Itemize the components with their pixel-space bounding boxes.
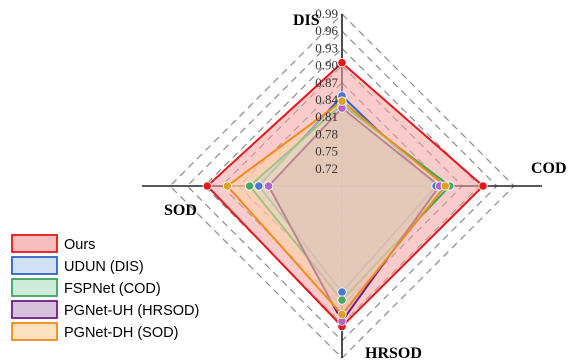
series-4-point-1 — [440, 181, 450, 191]
legend-label-4: PGNet-DH (SOD) — [64, 325, 178, 341]
axis-label-cod: COD — [531, 160, 567, 177]
legend-swatch-4 — [11, 322, 58, 341]
tick-label-3: 0.81 — [315, 109, 338, 124]
tick-label-6: 0.90 — [315, 58, 338, 73]
series-1-point-2 — [337, 287, 347, 297]
series-1-point-3 — [254, 181, 264, 191]
series-0-point-1 — [478, 181, 488, 191]
series-4-point-3 — [222, 181, 232, 191]
series-0-point-3 — [202, 181, 212, 191]
axis-label-dis: DIS — [293, 12, 320, 29]
series-2-point-2 — [337, 295, 347, 305]
legend-label-2: FSPNet (COD) — [64, 281, 161, 297]
legend: Ours UDUN (DIS) FSPNet (COD) PGNet-UH (HRSO… — [11, 234, 199, 341]
tick-label-8: 0.96 — [315, 23, 338, 38]
legend-swatch-1 — [11, 256, 58, 275]
axis-label-sod: SOD — [164, 202, 197, 219]
legend-label-1: UDUN (DIS) — [64, 259, 144, 275]
radar-series-layer — [205, 61, 485, 328]
axis-label-hrsod: HRSOD — [365, 345, 422, 362]
legend-swatch-3 — [11, 300, 58, 319]
legend-label-0: Ours — [64, 237, 95, 253]
legend-swatch-2 — [11, 278, 58, 297]
legend-label-3: PGNet-UH (HRSOD) — [64, 303, 199, 319]
series-0-point-0 — [337, 58, 347, 68]
radar-tick-labels: 0.72 0.75 0.78 0.81 0.84 0.87 0.90 0.93 0.96 0.99 — [315, 6, 338, 176]
series-4-point-2 — [337, 309, 347, 320]
tick-label-9: 0.99 — [315, 6, 338, 21]
tick-label-1: 0.75 — [315, 144, 338, 159]
radar-marker-layer — [202, 58, 488, 332]
legend-swatch-0 — [11, 234, 58, 253]
tick-label-4: 0.84 — [315, 92, 338, 107]
series-3-point-3 — [264, 181, 274, 191]
series-4-point-0 — [337, 96, 347, 106]
tick-label-5: 0.87 — [315, 75, 338, 90]
tick-label-2: 0.78 — [315, 126, 338, 141]
tick-label-0: 0.72 — [315, 161, 338, 176]
series-2-point-3 — [245, 181, 255, 191]
tick-label-7: 0.93 — [315, 40, 338, 55]
